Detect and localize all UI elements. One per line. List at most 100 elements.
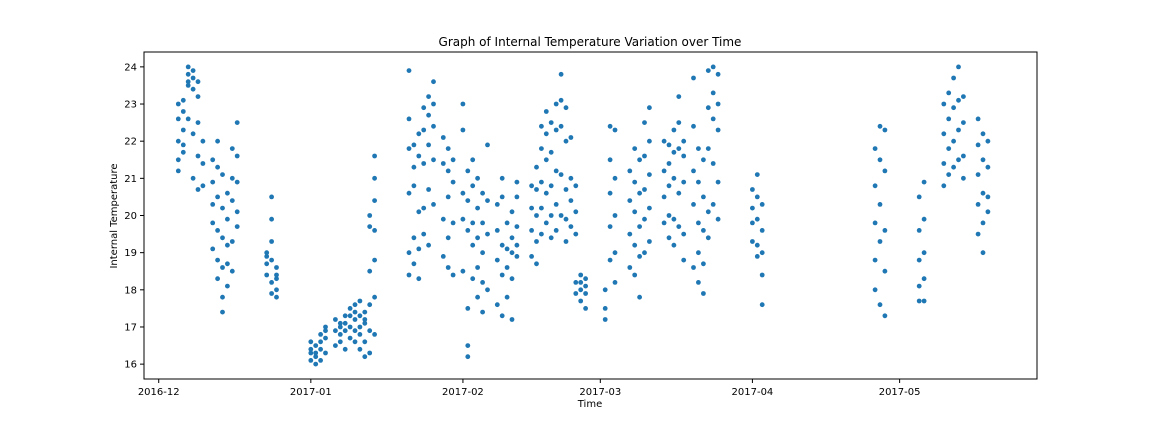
- scatter-point: [539, 146, 544, 152]
- scatter-point: [225, 261, 230, 267]
- scatter-point: [460, 190, 466, 196]
- scatter-point: [229, 239, 235, 244]
- scatter-point: [548, 120, 554, 125]
- scatter-point: [411, 164, 417, 170]
- y-tick-label: 22: [124, 137, 137, 148]
- scatter-point: [750, 205, 755, 211]
- scatter-point: [661, 138, 667, 144]
- scatter-point: [411, 142, 417, 148]
- scatter-point: [352, 309, 358, 315]
- scatter-point: [475, 175, 480, 181]
- scatter-point: [627, 198, 633, 204]
- scatter-point: [367, 350, 373, 356]
- scatter-point: [568, 135, 574, 140]
- scatter-point: [431, 157, 436, 163]
- scatter-point: [946, 172, 952, 178]
- scatter-point: [951, 164, 956, 170]
- scatter-point: [195, 94, 201, 99]
- scatter-point: [185, 64, 191, 70]
- scatter-point: [529, 183, 534, 189]
- scatter-point: [406, 116, 412, 122]
- scatter-point: [509, 209, 515, 215]
- scatter-point: [666, 213, 672, 218]
- scatter-point: [318, 339, 323, 345]
- scatter-point: [666, 161, 672, 166]
- y-tick-label: 20: [124, 211, 137, 222]
- scatter-point: [269, 216, 274, 222]
- scatter-point: [333, 328, 338, 334]
- scatter-point: [666, 183, 672, 189]
- scatter-point: [872, 146, 878, 152]
- scatter-point: [568, 198, 574, 204]
- scatter-point: [647, 172, 652, 178]
- scatter-point: [671, 216, 677, 222]
- scatter-point: [578, 287, 584, 293]
- scatter-point: [485, 231, 490, 237]
- scatter-point: [229, 268, 235, 274]
- x-axis-ticks: 2016-12 2017-01 2017-02 2017-03 2017-04 2017-…: [138, 379, 921, 398]
- scatter-point: [539, 231, 544, 237]
- scatter-point: [475, 235, 480, 241]
- scatter-point: [426, 242, 431, 248]
- scatter-point: [372, 294, 377, 300]
- scatter-point: [701, 194, 706, 200]
- scatter-point: [627, 265, 633, 270]
- scatter-point: [342, 346, 348, 352]
- scatter-point: [882, 127, 888, 133]
- scatter-point: [367, 328, 373, 334]
- scatter-point: [509, 235, 515, 241]
- scatter-point: [701, 157, 706, 163]
- scatter-point: [543, 220, 549, 226]
- scatter-point: [578, 298, 584, 304]
- scatter-point: [612, 280, 618, 285]
- scatter-point: [956, 127, 961, 133]
- scatter-point: [411, 235, 417, 241]
- scatter-point: [180, 149, 186, 155]
- scatter-point: [470, 242, 476, 248]
- scatter-point: [558, 71, 564, 77]
- scatter-point: [210, 157, 216, 163]
- scatter-point: [946, 146, 952, 152]
- scatter-point: [357, 313, 363, 319]
- scatter-point: [185, 71, 191, 77]
- scatter-point: [534, 261, 539, 267]
- scatter-point: [941, 183, 947, 189]
- scatter-point: [583, 291, 588, 296]
- scatter-point: [234, 120, 240, 125]
- scatter-point: [539, 179, 544, 185]
- scatter-point: [691, 75, 696, 81]
- scatter-point: [485, 198, 490, 204]
- scatter-point: [602, 306, 608, 311]
- scatter-point: [318, 346, 323, 352]
- scatter-point: [985, 164, 991, 170]
- scatter-point: [416, 246, 422, 252]
- scatter-point: [514, 224, 520, 230]
- scatter-point: [367, 268, 373, 274]
- scatter-point: [475, 205, 480, 211]
- scatter-point: [701, 291, 706, 296]
- x-axis-label: Time: [577, 399, 602, 410]
- scatter-point: [647, 105, 652, 111]
- x-tick-label: 2017-01: [290, 387, 332, 398]
- scatter-point: [347, 313, 353, 319]
- scatter-point: [710, 161, 716, 166]
- scatter-point: [220, 309, 225, 315]
- scatter-point: [632, 209, 638, 215]
- scatter-point: [573, 291, 579, 296]
- y-tick-label: 21: [124, 174, 137, 185]
- scatter-point: [637, 294, 642, 300]
- scatter-point: [553, 168, 559, 174]
- scatter-point: [916, 298, 922, 304]
- scatter-point: [612, 250, 618, 256]
- scatter-point: [195, 79, 201, 85]
- scatter-point: [195, 120, 201, 125]
- scatter-point: [691, 202, 696, 207]
- scatter-point: [426, 187, 431, 192]
- scatter-point: [269, 257, 274, 263]
- scatter-point: [264, 254, 270, 259]
- scatter-point: [563, 239, 569, 244]
- scatter-point: [494, 228, 500, 233]
- scatter-point: [563, 216, 569, 222]
- scatter-point: [637, 190, 642, 196]
- scatter-point: [607, 257, 613, 263]
